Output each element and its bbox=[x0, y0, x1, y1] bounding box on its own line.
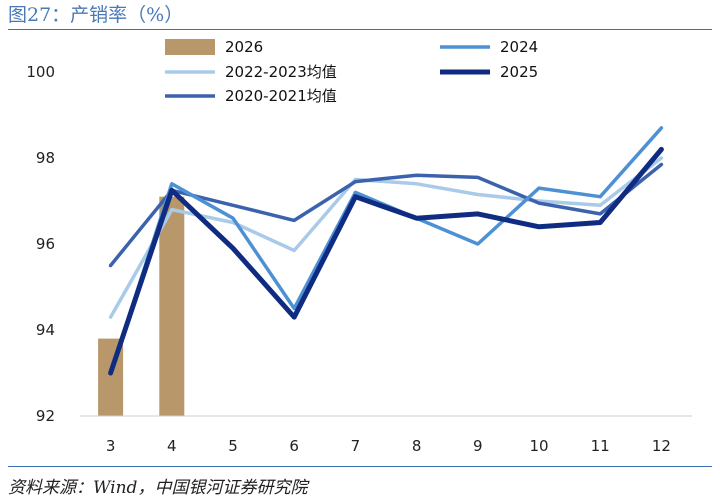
y-tick-label: 98 bbox=[36, 149, 55, 167]
y-axis-ticks: 92 94 96 98 100 bbox=[26, 63, 55, 425]
legend-label: 2020-2021均值 bbox=[225, 87, 337, 105]
x-tick-label: 4 bbox=[167, 437, 177, 455]
bars-2026 bbox=[98, 196, 185, 416]
legend-label: 2026 bbox=[225, 38, 263, 56]
series-line bbox=[108, 156, 664, 319]
x-tick-label: 8 bbox=[412, 437, 422, 455]
legend-swatch bbox=[165, 39, 215, 55]
x-tick-label: 9 bbox=[473, 437, 483, 455]
figure-title: 图27：产销率（%） bbox=[8, 4, 184, 26]
legend: 2026 2024 2022-2023均值 2025 2020-2021均值 bbox=[165, 38, 538, 105]
source-note: 资料来源：Wind，中国银河证券研究院 bbox=[8, 478, 308, 498]
y-tick-label: 96 bbox=[36, 235, 55, 253]
x-tick-label: 11 bbox=[591, 437, 610, 455]
series-line bbox=[108, 126, 664, 375]
legend-label: 2025 bbox=[500, 63, 538, 81]
x-tick-label: 10 bbox=[529, 437, 548, 455]
x-tick-label: 3 bbox=[106, 437, 116, 455]
x-tick-label: 7 bbox=[351, 437, 361, 455]
x-tick-label: 12 bbox=[652, 437, 671, 455]
series-line bbox=[108, 146, 664, 376]
y-tick-label: 94 bbox=[36, 321, 55, 339]
series-line bbox=[108, 162, 664, 268]
x-axis-ticks: 3 4 5 6 7 8 9 10 11 12 bbox=[106, 437, 671, 455]
y-tick-label: 92 bbox=[36, 407, 55, 425]
production-sales-ratio-chart: 92 94 96 98 100 3 4 5 6 7 8 9 10 11 12 2026 2024 2022-2… bbox=[26, 38, 692, 455]
legend-label: 2022-2023均值 bbox=[225, 63, 337, 81]
series-lines bbox=[108, 126, 664, 376]
bar-2026 bbox=[159, 196, 185, 416]
x-tick-label: 6 bbox=[289, 437, 299, 455]
title-divider bbox=[8, 29, 712, 30]
x-tick-label: 5 bbox=[228, 437, 238, 455]
y-tick-label: 100 bbox=[26, 63, 55, 81]
source-divider bbox=[8, 466, 712, 467]
legend-label: 2024 bbox=[500, 38, 538, 56]
